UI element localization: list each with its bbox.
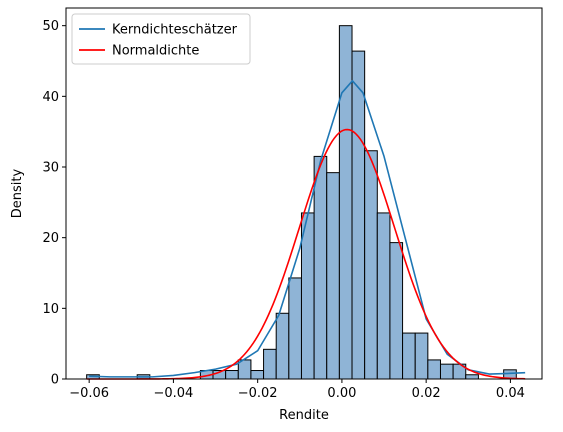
histogram-bar — [389, 242, 404, 380]
histogram-bar — [300, 212, 315, 380]
histogram-bar — [376, 212, 391, 380]
legend-entry-label: Kerndichteschätzer — [112, 23, 238, 38]
histogram-bar — [439, 363, 454, 380]
histogram-bar — [402, 332, 416, 380]
histogram-bar — [225, 370, 239, 380]
y-tick-label: 0 — [51, 373, 59, 388]
histogram-bar — [326, 172, 340, 380]
y-axis-label: Density — [10, 168, 25, 218]
histogram-bar — [313, 155, 328, 380]
x-tick-label: 0.00 — [327, 386, 356, 401]
x-tick-label: 0.02 — [412, 386, 441, 401]
y-tick-label: 20 — [42, 231, 59, 246]
legend-entry-label: Normaldichte — [112, 44, 199, 59]
histogram-bar — [427, 359, 441, 380]
x-tick-label: −0.04 — [153, 386, 193, 401]
y-tick-label: 50 — [42, 19, 59, 34]
histogram-bars — [86, 25, 517, 380]
histogram-bar — [263, 348, 277, 380]
x-axis-label: Rendite — [279, 408, 329, 423]
histogram-bar — [288, 277, 302, 380]
x-tick-label: −0.06 — [69, 386, 109, 401]
x-tick-label: −0.02 — [238, 386, 278, 401]
y-axis-ticks: 0 10 20 30 40 50 — [42, 19, 66, 388]
legend: Kerndichteschätzer Normaldichte — [71, 13, 251, 65]
histogram-bar — [465, 374, 479, 380]
histogram-bar — [250, 370, 265, 380]
x-tick-label: 0.04 — [496, 386, 525, 401]
histogram-bar — [275, 312, 290, 380]
x-axis-ticks: −0.06 −0.04 −0.02 0.00 0.02 0.04 — [69, 379, 525, 401]
histogram-bar — [351, 50, 366, 380]
histogram-bar — [364, 150, 378, 380]
y-tick-label: 10 — [42, 302, 59, 317]
y-tick-label: 30 — [42, 161, 59, 176]
histogram-bar — [414, 332, 429, 380]
plot-frame — [65, 7, 543, 380]
legend-box — [71, 13, 251, 65]
histogram-bar — [338, 25, 353, 380]
y-tick-label: 40 — [42, 90, 59, 105]
